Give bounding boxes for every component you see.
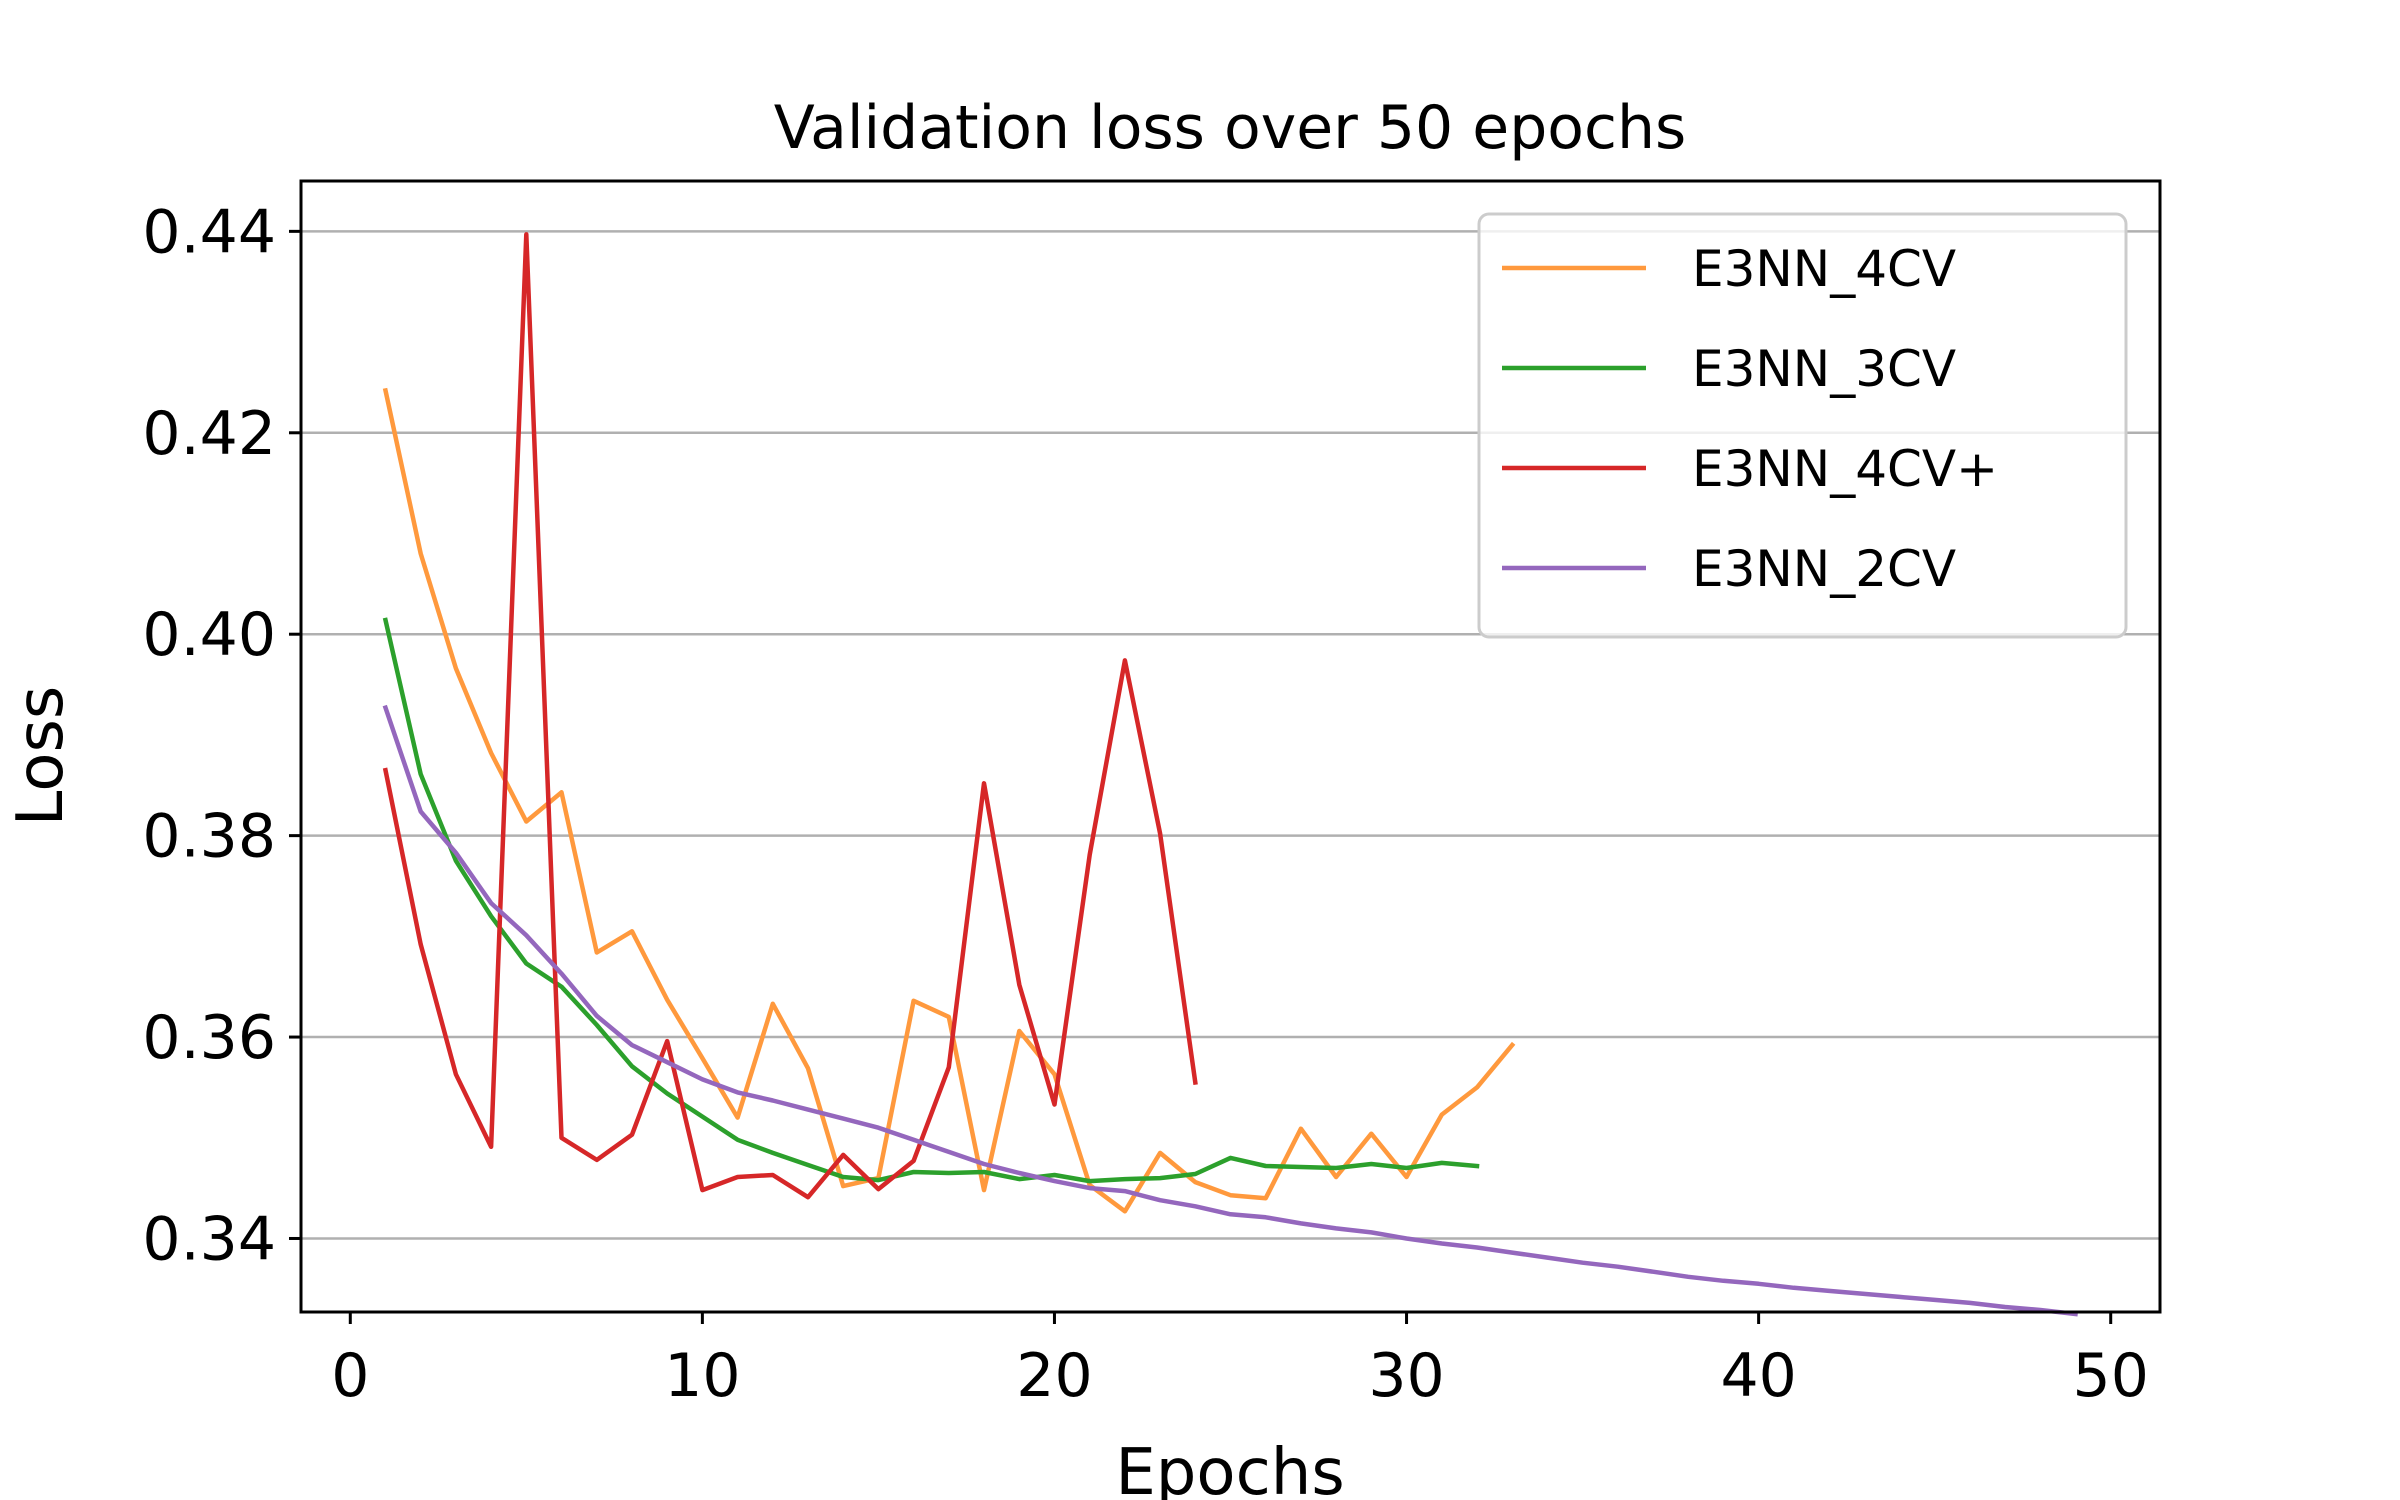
x-tick-label: 20 <box>1016 1341 1092 1411</box>
chart-title: Validation loss over 50 epochs <box>774 93 1687 163</box>
x-axis-ticks: 0 10 20 30 40 50 <box>331 1312 2149 1411</box>
y-tick-label: 0.44 <box>142 197 276 267</box>
y-axis-ticks: 0.34 0.36 0.38 0.40 0.42 0.44 <box>142 197 301 1274</box>
y-tick-label: 0.42 <box>142 399 276 469</box>
legend: E3NN_4CV E3NN_3CV E3NN_4CV+ E3NN_2CV <box>1477 212 2128 639</box>
x-tick-label: 30 <box>1368 1341 1444 1411</box>
x-tick-label: 10 <box>664 1341 740 1411</box>
legend-label: E3NN_3CV <box>1692 340 1956 398</box>
y-tick-label: 0.36 <box>142 1003 276 1073</box>
y-tick-label: 0.34 <box>142 1204 276 1274</box>
x-tick-label: 40 <box>1720 1341 1796 1411</box>
legend-box <box>1477 212 2128 639</box>
series-line-e3nn-2cv <box>382 704 2078 1317</box>
x-tick-label: 0 <box>331 1341 369 1411</box>
y-tick-label: 0.40 <box>142 600 276 670</box>
x-tick-label: 50 <box>2073 1341 2149 1411</box>
y-axis-label: Loss <box>4 686 78 826</box>
x-axis-label: Epochs <box>1115 1436 1344 1500</box>
legend-label: E3NN_4CV+ <box>1692 440 1998 498</box>
y-tick-label: 0.38 <box>142 802 276 872</box>
legend-label: E3NN_4CV <box>1692 240 1956 298</box>
series-line-e3nn-3cv <box>382 617 1480 1184</box>
series-line-e3nn-4cv <box>382 387 1516 1214</box>
legend-label: E3NN_2CV <box>1692 540 1956 598</box>
plot-frame <box>299 179 2162 1314</box>
plot-series <box>382 232 2078 1317</box>
series-line-e3nn-4cv- <box>382 232 1198 1200</box>
